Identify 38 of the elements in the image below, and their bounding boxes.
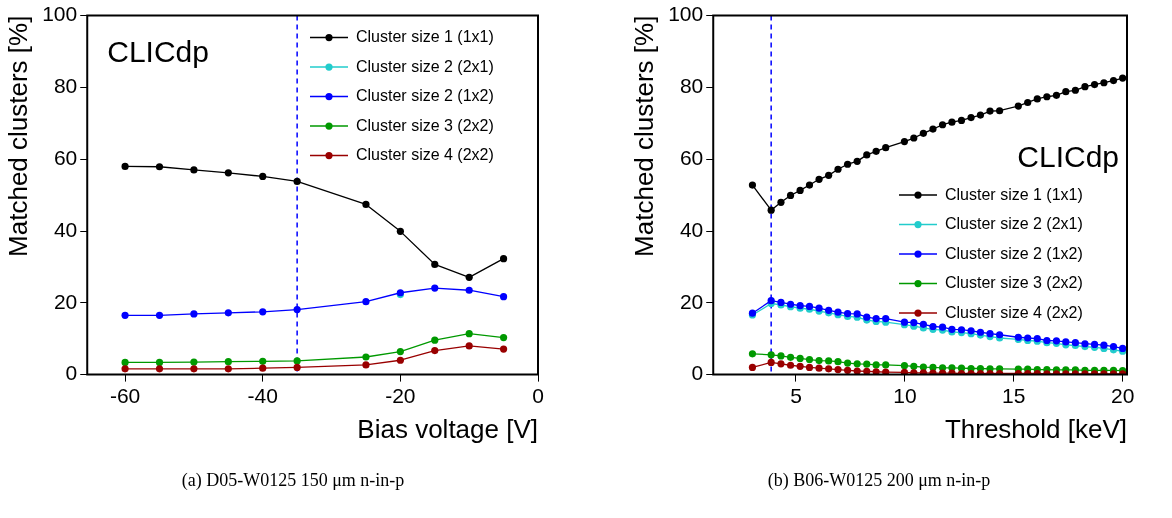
text: (a) D05-W0125 150 μm n-in-p	[180, 470, 406, 491]
annotation: CLICdp	[1017, 140, 1119, 174]
x-tick-label: -60	[109, 384, 141, 407]
legend-label: Cluster size 1 (1x1)	[945, 185, 1083, 203]
x-axis-title: Bias voltage [V]	[357, 413, 538, 444]
x-tick-label: -40	[247, 384, 278, 407]
y-tick-label: 80	[53, 74, 78, 98]
x-tick-label: 20	[1110, 384, 1135, 407]
y-tick-label: 80	[679, 74, 704, 98]
x-tick-label: 5	[790, 384, 802, 407]
x-axis-title: Threshold [keV]	[944, 413, 1127, 444]
y-tick-label: 100	[42, 2, 78, 26]
y-tick-label: 40	[679, 217, 704, 241]
legend-label: Cluster size 1 (1x1)	[356, 28, 494, 46]
y-axis-title: Matched clusters [%]	[628, 15, 659, 257]
x-tick-label: 0	[532, 384, 544, 407]
legend-label: Cluster size 4 (2x2)	[356, 146, 494, 164]
y-tick-label: 40	[53, 217, 78, 241]
x-tick-label: 10	[893, 384, 917, 407]
y-tick-label: 60	[53, 146, 78, 169]
annotation: CLICdp	[107, 34, 209, 68]
y-tick-label: 100	[668, 2, 704, 26]
legend-label: Cluster size 3 (2x2)	[356, 116, 494, 134]
x-tick-label: -20	[385, 384, 416, 407]
y-axis-title: Matched clusters [%]	[2, 15, 33, 257]
y-tick-label: 20	[53, 289, 78, 313]
legend-label: Cluster size 2 (1x2)	[945, 244, 1083, 262]
legend-label: Cluster size 2 (2x1)	[945, 215, 1083, 233]
y-tick-label: 0	[691, 361, 704, 385]
text: (b) B06-W0125 200 μm n-in-p	[766, 470, 992, 491]
legend-label: Cluster size 2 (1x2)	[356, 87, 494, 105]
legend-label: Cluster size 2 (2x1)	[356, 57, 494, 75]
y-tick-label: 0	[65, 361, 78, 385]
legend-label: Cluster size 4 (2x2)	[945, 303, 1083, 321]
legend-label: Cluster size 3 (2x2)	[945, 274, 1083, 292]
y-tick-label: 20	[679, 289, 704, 313]
x-tick-label: 15	[1002, 384, 1026, 407]
y-tick-label: 60	[679, 146, 704, 169]
